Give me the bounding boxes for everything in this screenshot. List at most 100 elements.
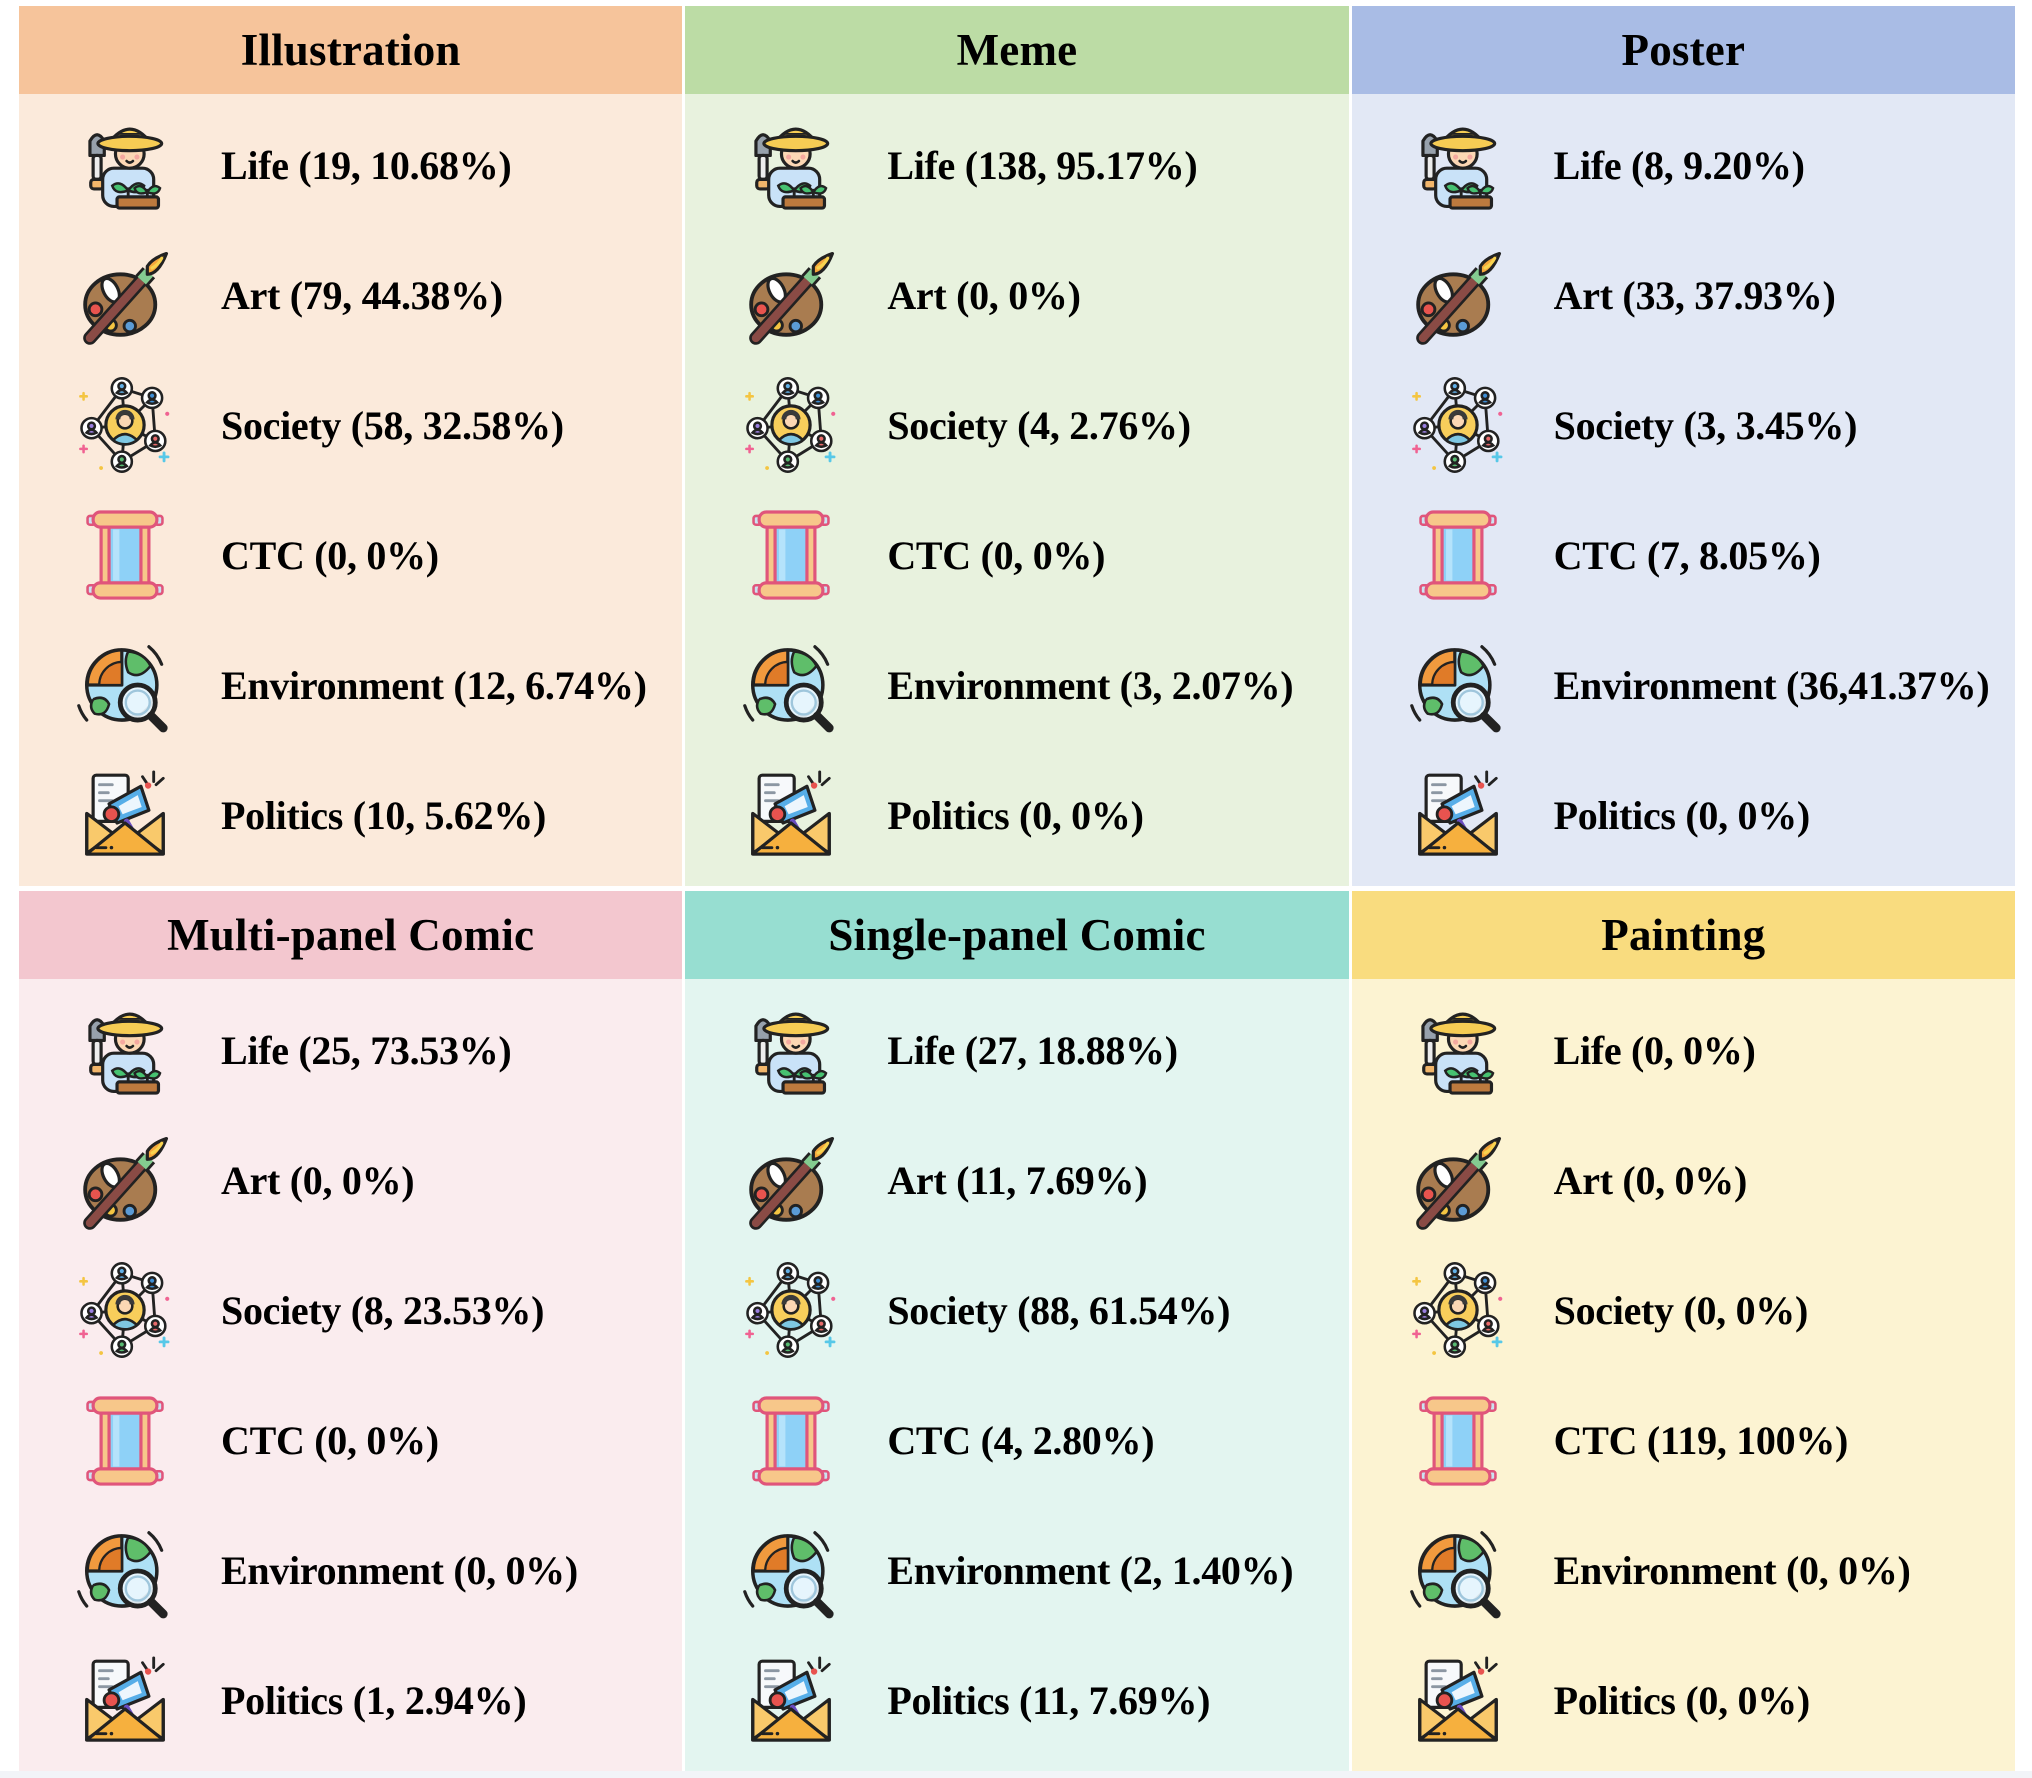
ctc-icon	[1402, 502, 1514, 608]
society-icon	[1402, 372, 1514, 478]
panel-title: Multi-panel Comic	[19, 891, 683, 979]
politics-icon	[735, 762, 847, 868]
stat-label: Environment (0, 0%)	[1553, 1548, 1911, 1594]
life-icon	[1402, 997, 1514, 1103]
stat-row: Politics (0, 0%)	[1352, 1648, 2015, 1754]
stat-row: Politics (1, 2.94%)	[19, 1648, 682, 1754]
stat-label: Art (33, 37.93%)	[1553, 272, 1836, 318]
stat-row: Politics (0, 0%)	[1352, 762, 2015, 868]
page-bottom-strip	[0, 1771, 2032, 1778]
art-icon	[69, 242, 181, 348]
stat-row: CTC (7, 8.05%)	[1352, 502, 2015, 608]
life-icon	[1402, 112, 1514, 218]
stat-label: Art (0, 0%)	[1553, 1157, 1748, 1203]
stat-row: Art (79, 44.38%)	[19, 242, 682, 348]
life-icon	[735, 112, 847, 218]
environment-icon	[735, 1518, 847, 1624]
stat-row: Society (88, 61.54%)	[685, 1257, 1348, 1363]
politics-icon	[1402, 1648, 1514, 1754]
stat-row: Politics (0, 0%)	[685, 762, 1348, 868]
panel-body: Life (25, 73.53%) Art (0, 0%) Society (8…	[19, 979, 683, 1772]
stat-row: Environment (0, 0%)	[1352, 1518, 2015, 1624]
environment-icon	[735, 632, 847, 738]
ctc-icon	[735, 1388, 847, 1494]
life-icon	[735, 997, 847, 1103]
stat-label: Politics (0, 0%)	[887, 792, 1144, 838]
ctc-icon	[69, 502, 181, 608]
stat-row: Art (0, 0%)	[1352, 1127, 2015, 1233]
stat-label: Environment (2, 1.40%)	[887, 1548, 1294, 1594]
panel-grid: Illustration Life (19, 10.68%) Art (79, …	[19, 6, 2015, 1772]
stat-label: CTC (0, 0%)	[887, 532, 1106, 578]
stat-row: CTC (0, 0%)	[19, 502, 682, 608]
stat-label: Environment (3, 2.07%)	[887, 662, 1294, 708]
stat-row: Art (0, 0%)	[685, 242, 1348, 348]
environment-icon	[69, 632, 181, 738]
art-icon	[1402, 242, 1514, 348]
art-icon	[735, 1127, 847, 1233]
environment-icon	[1402, 632, 1514, 738]
panel-multi-panel-comic: Multi-panel Comic Life (25, 73.53%) Art …	[19, 891, 683, 1772]
stat-label: CTC (119, 100%)	[1553, 1418, 1849, 1464]
panel-title: Meme	[685, 6, 1349, 94]
panel-title: Single-panel Comic	[685, 891, 1349, 979]
stat-label: Art (79, 44.38%)	[221, 272, 503, 318]
stat-row: Society (8, 23.53%)	[19, 1257, 682, 1363]
stat-label: Environment (0, 0%)	[221, 1548, 578, 1594]
politics-icon	[735, 1648, 847, 1754]
art-icon	[735, 242, 847, 348]
stat-row: Life (19, 10.68%)	[19, 112, 682, 218]
stat-row: Life (25, 73.53%)	[19, 997, 682, 1103]
stat-label: CTC (4, 2.80%)	[887, 1418, 1155, 1464]
panel-single-panel-comic: Single-panel Comic Life (27, 18.88%) Art…	[685, 891, 1349, 1772]
stat-label: Politics (0, 0%)	[1553, 1678, 1811, 1724]
art-icon	[1402, 1127, 1514, 1233]
life-icon	[69, 112, 181, 218]
stat-label: Society (88, 61.54%)	[887, 1287, 1231, 1333]
stat-label: CTC (7, 8.05%)	[1553, 532, 1821, 578]
stat-label: Environment (12, 6.74%)	[221, 662, 647, 708]
stat-row: Society (0, 0%)	[1352, 1257, 2015, 1363]
stat-row: Environment (3, 2.07%)	[685, 632, 1348, 738]
panel-poster: Poster Life (8, 9.20%) Art (33, 37.93%) …	[1351, 6, 2015, 886]
stat-label: Society (4, 2.76%)	[887, 402, 1191, 448]
stat-label: Environment (36,41.37%)	[1553, 662, 1990, 708]
environment-icon	[1402, 1518, 1514, 1624]
stat-label: Society (58, 32.58%)	[221, 402, 564, 448]
stat-label: Life (25, 73.53%)	[221, 1027, 512, 1073]
panel-body: Life (8, 9.20%) Art (33, 37.93%) Society…	[1351, 94, 2015, 886]
stat-row: CTC (0, 0%)	[685, 502, 1348, 608]
stat-label: Art (0, 0%)	[887, 272, 1081, 318]
art-icon	[69, 1127, 181, 1233]
stat-label: Life (8, 9.20%)	[1553, 142, 1805, 188]
ctc-icon	[735, 502, 847, 608]
stat-label: Politics (1, 2.94%)	[221, 1678, 527, 1724]
stat-label: Politics (0, 0%)	[1553, 792, 1811, 838]
stat-label: CTC (0, 0%)	[221, 532, 439, 578]
stat-row: Environment (0, 0%)	[19, 1518, 682, 1624]
stat-row: Society (3, 3.45%)	[1352, 372, 2015, 478]
stat-label: Art (0, 0%)	[221, 1157, 415, 1203]
panel-body: Life (138, 95.17%) Art (0, 0%) Society (…	[685, 94, 1349, 886]
stat-row: Art (0, 0%)	[19, 1127, 682, 1233]
society-icon	[69, 1257, 181, 1363]
ctc-icon	[1402, 1388, 1514, 1494]
stat-row: Society (4, 2.76%)	[685, 372, 1348, 478]
stat-row: Politics (10, 5.62%)	[19, 762, 682, 868]
stat-row: Life (8, 9.20%)	[1352, 112, 2015, 218]
stat-label: CTC (0, 0%)	[221, 1418, 439, 1464]
stat-row: Life (138, 95.17%)	[685, 112, 1348, 218]
stat-row: Politics (11, 7.69%)	[685, 1648, 1348, 1754]
stat-row: Environment (36,41.37%)	[1352, 632, 2015, 738]
life-icon	[69, 997, 181, 1103]
stat-label: Art (11, 7.69%)	[887, 1157, 1148, 1203]
stat-row: Environment (12, 6.74%)	[19, 632, 682, 738]
stat-row: CTC (4, 2.80%)	[685, 1388, 1348, 1494]
panel-meme: Meme Life (138, 95.17%) Art (0, 0%) Soci…	[685, 6, 1349, 886]
panel-body: Life (27, 18.88%) Art (11, 7.69%) Societ…	[685, 979, 1349, 1772]
politics-icon	[69, 762, 181, 868]
stat-row: Society (58, 32.58%)	[19, 372, 682, 478]
stat-row: CTC (0, 0%)	[19, 1388, 682, 1494]
stat-row: Art (11, 7.69%)	[685, 1127, 1348, 1233]
